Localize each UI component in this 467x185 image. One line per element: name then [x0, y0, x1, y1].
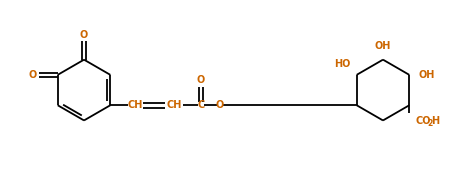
- Text: O: O: [197, 75, 205, 85]
- Text: HO: HO: [334, 59, 350, 69]
- Text: O: O: [215, 100, 224, 110]
- Text: C: C: [198, 100, 205, 110]
- Text: O: O: [80, 30, 88, 40]
- Text: CH: CH: [127, 100, 142, 110]
- Text: O: O: [28, 70, 37, 80]
- Text: CO: CO: [415, 116, 431, 126]
- Text: 2: 2: [428, 119, 433, 128]
- Text: OH: OH: [375, 41, 391, 51]
- Text: CH: CH: [166, 100, 182, 110]
- Text: H: H: [432, 116, 440, 126]
- Text: OH: OH: [418, 70, 435, 80]
